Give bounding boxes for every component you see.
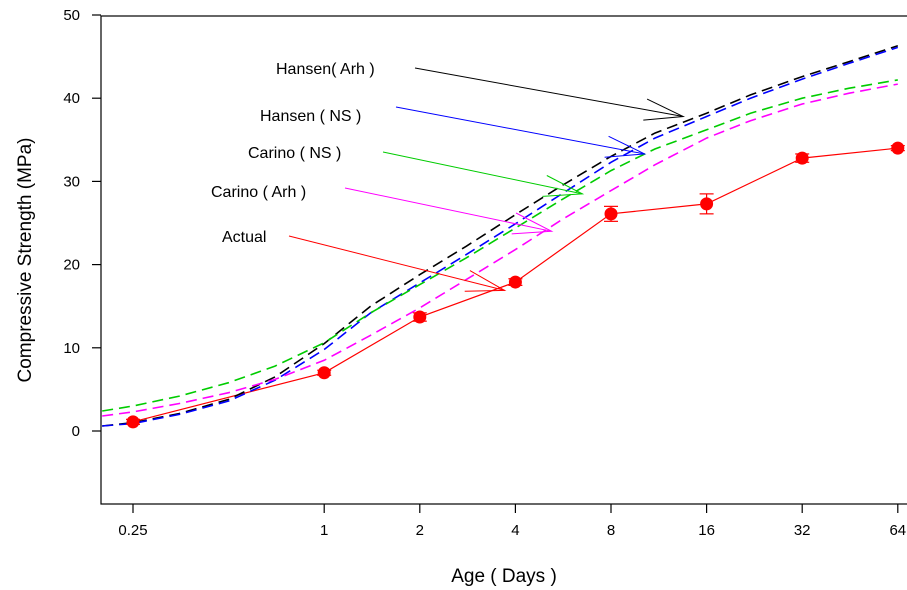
data-point [604, 207, 618, 221]
annotation-label-hansen-ns: Hansen ( NS ) [260, 108, 361, 125]
y-tick-label: 40 [63, 90, 80, 107]
y-axis-ticks: 0 10 20 30 40 50 [63, 7, 101, 440]
annotation-arrowhead [511, 212, 554, 235]
annotation-arrow [288, 235, 505, 291]
x-tick-label: 16 [698, 522, 715, 539]
series-line-carino-arh [102, 83, 898, 417]
x-tick-label: 64 [889, 522, 906, 539]
y-axis-label: Compressive Strength (MPa) [15, 138, 36, 383]
data-point [795, 151, 809, 165]
series-line-carino-ns [102, 79, 898, 412]
x-axis-label: Age ( Days ) [451, 566, 557, 587]
data-point [700, 197, 714, 211]
x-tick-label: 0.25 [118, 522, 147, 539]
x-tick-label: 32 [794, 522, 811, 539]
annotation-arrow [395, 106, 645, 155]
annotation-label-actual: Actual [222, 229, 266, 246]
y-tick-label: 0 [72, 423, 80, 440]
x-tick-label: 2 [416, 522, 424, 539]
annotation-layer: Hansen( Arh ) Hansen ( NS ) Carino ( NS ) C… [211, 61, 686, 292]
marker-layer [126, 141, 905, 429]
x-tick-label: 4 [511, 522, 519, 539]
y-tick-label: 30 [63, 173, 80, 190]
annotation-arrow [344, 187, 552, 232]
annotation-arrow [382, 151, 583, 195]
y-tick-label: 50 [63, 7, 80, 24]
annotation-arrow [414, 67, 684, 117]
annotation-label-hansen-arh: Hansen( Arh ) [276, 61, 375, 78]
x-tick-label: 1 [320, 522, 328, 539]
series-line-actual [132, 147, 898, 423]
series-layer [102, 45, 899, 427]
plot-frame [100, 15, 907, 505]
annotation-label-carino-ns: Carino ( NS ) [248, 145, 341, 162]
data-point [317, 366, 331, 380]
y-tick-label: 20 [63, 257, 80, 274]
x-tick-label: 8 [607, 522, 615, 539]
annotation-arrowhead [604, 135, 647, 158]
y-tick-label: 10 [63, 340, 80, 357]
annotation-label-carino-arh: Carino ( Arh ) [211, 184, 306, 201]
x-axis-ticks: 0.25 1 2 4 8 16 32 64 [118, 504, 906, 539]
data-point [508, 275, 522, 289]
data-point [891, 141, 905, 155]
annotation-arrowhead [643, 98, 686, 121]
annotation-arrowhead [542, 175, 585, 197]
data-point [126, 415, 140, 429]
annotation-arrowhead [464, 270, 507, 292]
series-line-hansen-arh [102, 45, 899, 427]
series-line-hansen-ns [102, 46, 899, 427]
data-point [413, 310, 427, 324]
